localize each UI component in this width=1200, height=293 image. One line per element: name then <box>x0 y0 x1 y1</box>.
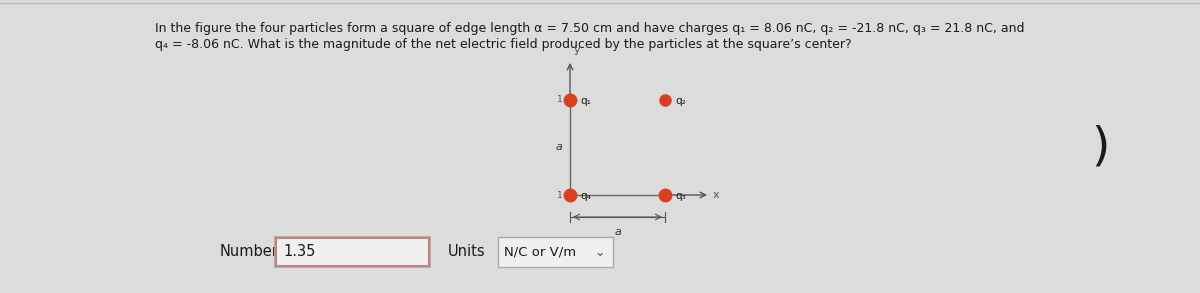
Text: a: a <box>556 142 562 152</box>
Bar <box>276 238 430 266</box>
Text: 1: 1 <box>557 190 563 200</box>
Text: y: y <box>574 45 581 55</box>
Text: x: x <box>713 190 720 200</box>
Text: a: a <box>614 227 620 237</box>
Text: q₃: q₃ <box>674 191 685 201</box>
Text: 1: 1 <box>557 96 563 105</box>
Text: q₂: q₂ <box>674 96 685 106</box>
Text: q₄ = -8.06 nC. What is the magnitude of the net electric field produced by the p: q₄ = -8.06 nC. What is the magnitude of … <box>155 38 852 51</box>
Text: ): ) <box>1091 125 1109 169</box>
Text: Number: Number <box>220 244 278 260</box>
Text: q₁: q₁ <box>580 96 590 106</box>
Bar <box>498 237 613 267</box>
Text: N/C or V/m: N/C or V/m <box>504 246 576 258</box>
Text: 1.35: 1.35 <box>283 244 316 260</box>
Text: Units: Units <box>448 244 486 260</box>
Text: q₄: q₄ <box>580 191 590 201</box>
Text: ⌄: ⌄ <box>594 246 605 258</box>
Bar <box>275 237 430 267</box>
Text: In the figure the four particles form a square of edge length α = 7.50 cm and ha: In the figure the four particles form a … <box>155 22 1025 35</box>
